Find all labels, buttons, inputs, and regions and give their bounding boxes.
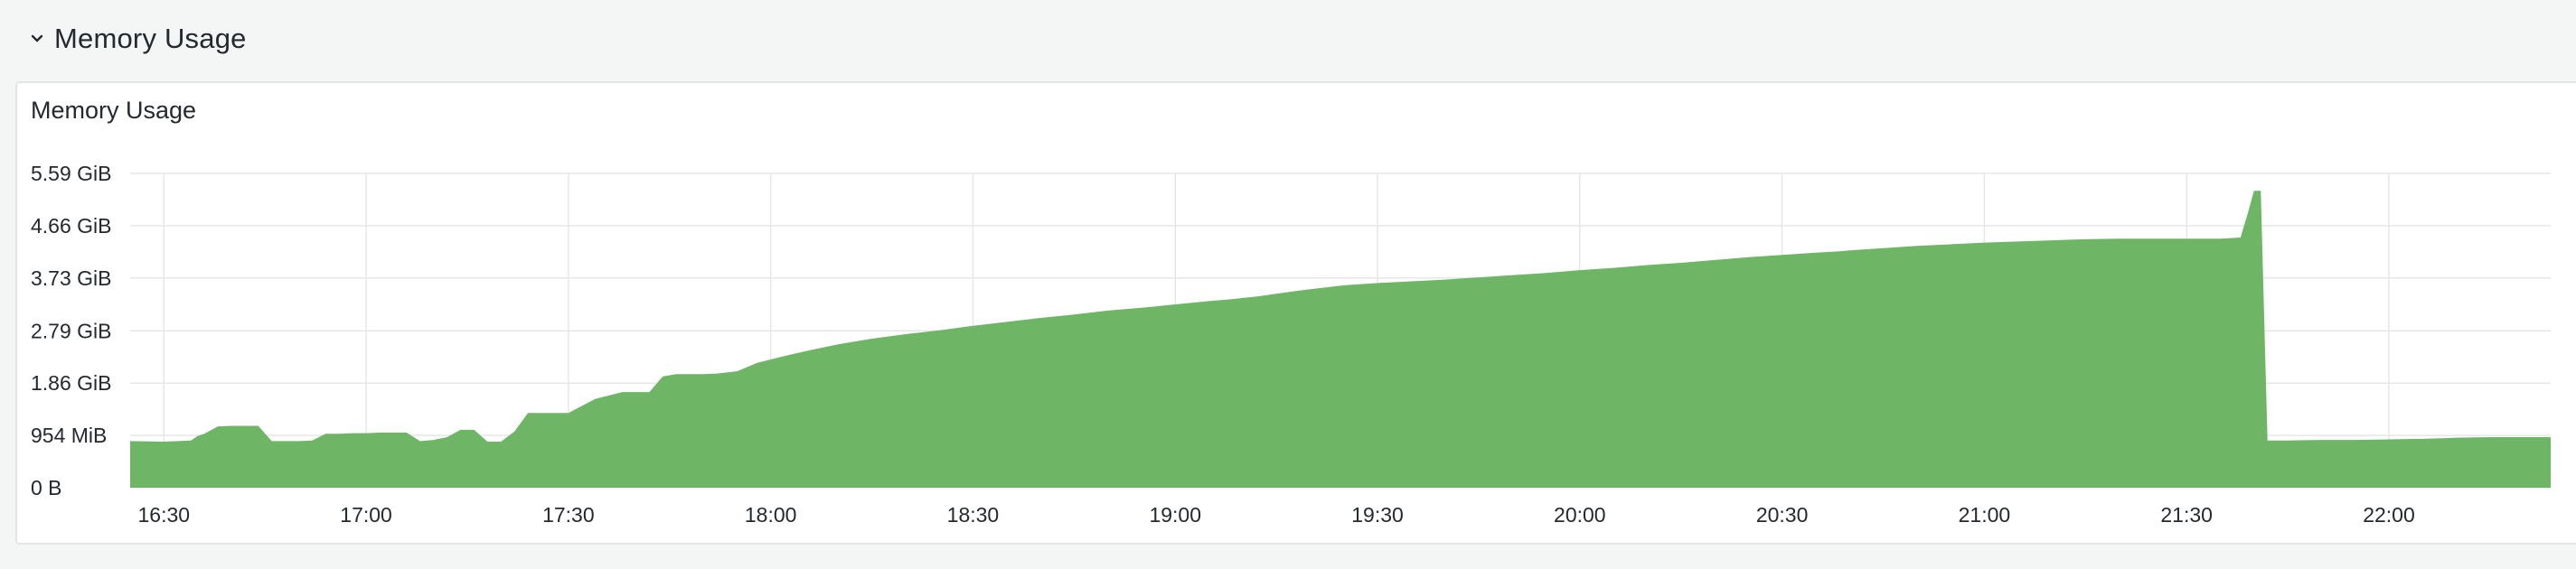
y-tick-label: 4.66 GiB xyxy=(31,214,112,238)
x-tick-label: 19:30 xyxy=(1351,503,1404,527)
x-tick-label: 17:00 xyxy=(340,503,392,527)
y-tick-label: 5.59 GiB xyxy=(31,162,112,185)
x-tick-label: 18:00 xyxy=(745,503,797,527)
x-tick-label: 19:00 xyxy=(1149,503,1201,527)
y-tick-label: 0 B xyxy=(31,476,62,499)
x-tick-label: 16:30 xyxy=(138,503,191,527)
y-tick-label: 3.73 GiB xyxy=(31,266,112,290)
row-title: Memory Usage xyxy=(54,23,247,54)
y-tick-label: 2.79 GiB xyxy=(31,319,112,342)
row-header[interactable]: Memory Usage xyxy=(27,16,247,61)
panel-title: Memory Usage xyxy=(31,97,197,124)
x-tick-label: 20:30 xyxy=(1756,503,1809,527)
x-tick-label: 17:30 xyxy=(542,503,595,527)
x-tick-label: 21:00 xyxy=(1959,503,2011,527)
chevron-down-icon[interactable] xyxy=(27,29,47,49)
memory-series-area xyxy=(130,191,2551,489)
x-tick-label: 21:30 xyxy=(2160,503,2213,527)
x-tick-label: 22:00 xyxy=(2363,503,2415,527)
x-tick-label: 18:30 xyxy=(947,503,1000,527)
y-tick-label: 1.86 GiB xyxy=(31,371,112,395)
y-tick-label: 954 MiB xyxy=(31,424,107,447)
x-tick-label: 20:00 xyxy=(1554,503,1606,527)
